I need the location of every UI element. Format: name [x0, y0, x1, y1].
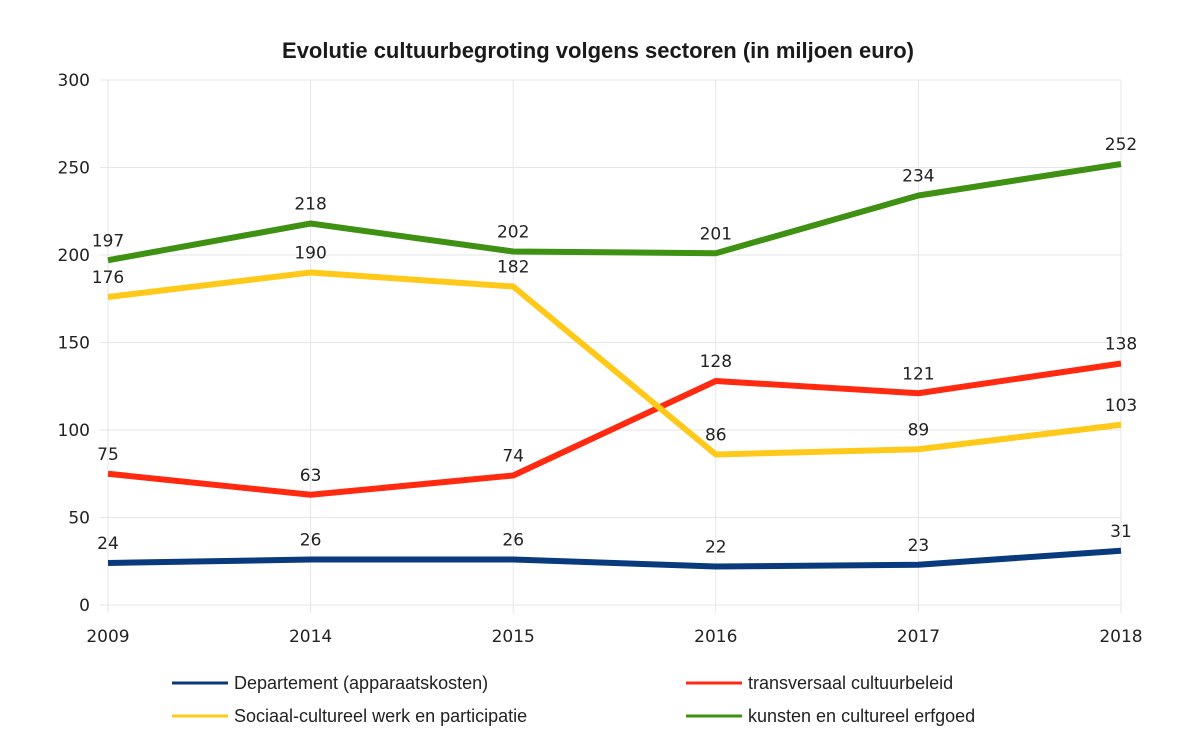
data-label: 22	[705, 538, 727, 558]
data-label: 75	[97, 445, 119, 465]
y-tick-label: 100	[58, 421, 90, 441]
series-line	[107, 547, 1122, 570]
x-tick-label: 2018	[1099, 627, 1142, 647]
y-axis-ticks: 0 50 100 150 200 250 300	[58, 71, 90, 616]
chart-title: Evolutie cultuurbegroting volgens sector…	[282, 38, 914, 63]
series-line	[107, 269, 1122, 458]
y-tick-label: 50	[68, 509, 90, 529]
data-label: 201	[700, 224, 732, 244]
legend-item: kunsten en cultureel erfgoed	[686, 706, 975, 726]
x-tick-label: 2016	[694, 627, 737, 647]
legend-label: kunsten en cultureel erfgoed	[748, 706, 975, 726]
data-label: 176	[92, 268, 124, 288]
legend-label: Departement (apparaatskosten)	[234, 673, 488, 693]
x-axis-ticks: 2009 2014 2015 2016 2017 2018	[86, 627, 1142, 647]
data-label: 218	[294, 195, 326, 215]
data-labels: 24 26 26 22 23 31 75 63 74 128 121 138 176 190 182 86 89…	[92, 135, 1137, 558]
data-label: 26	[502, 531, 524, 551]
data-label: 103	[1105, 396, 1137, 416]
legend: Departement (apparaatskosten) transversaa…	[172, 673, 975, 726]
data-label: 89	[908, 420, 930, 440]
data-label: 202	[497, 223, 529, 243]
legend-item: Departement (apparaatskosten)	[172, 673, 488, 693]
data-label: 26	[300, 531, 322, 551]
legend-item: Sociaal-cultureel werk en participatie	[172, 706, 527, 726]
legend-label: transversaal cultuurbeleid	[748, 673, 953, 693]
data-label: 31	[1110, 522, 1132, 542]
data-label: 63	[300, 466, 322, 486]
data-label: 234	[902, 167, 934, 187]
y-tick-label: 0	[79, 596, 90, 616]
x-tick-label: 2009	[86, 627, 129, 647]
x-tick-label: 2014	[289, 627, 332, 647]
data-label: 197	[92, 231, 124, 251]
series-lines	[107, 161, 1122, 570]
x-tick-label: 2017	[897, 627, 940, 647]
x-tick-label: 2015	[492, 627, 535, 647]
y-tick-label: 300	[58, 71, 90, 91]
series-line	[107, 360, 1122, 498]
legend-item: transversaal cultuurbeleid	[686, 673, 953, 693]
data-label: 182	[497, 258, 529, 278]
data-label: 138	[1105, 335, 1137, 355]
data-label: 121	[902, 364, 934, 384]
series-line	[107, 161, 1122, 264]
y-tick-label: 200	[58, 246, 90, 266]
y-tick-label: 150	[58, 334, 90, 354]
data-label: 190	[294, 244, 326, 264]
data-label: 86	[705, 426, 727, 446]
data-label: 23	[908, 536, 930, 556]
data-label: 252	[1105, 135, 1137, 155]
data-label: 74	[502, 447, 524, 467]
data-label: 128	[700, 352, 732, 372]
data-label: 24	[97, 534, 119, 554]
y-tick-label: 250	[58, 159, 90, 179]
legend-label: Sociaal-cultureel werk en participatie	[234, 706, 527, 726]
